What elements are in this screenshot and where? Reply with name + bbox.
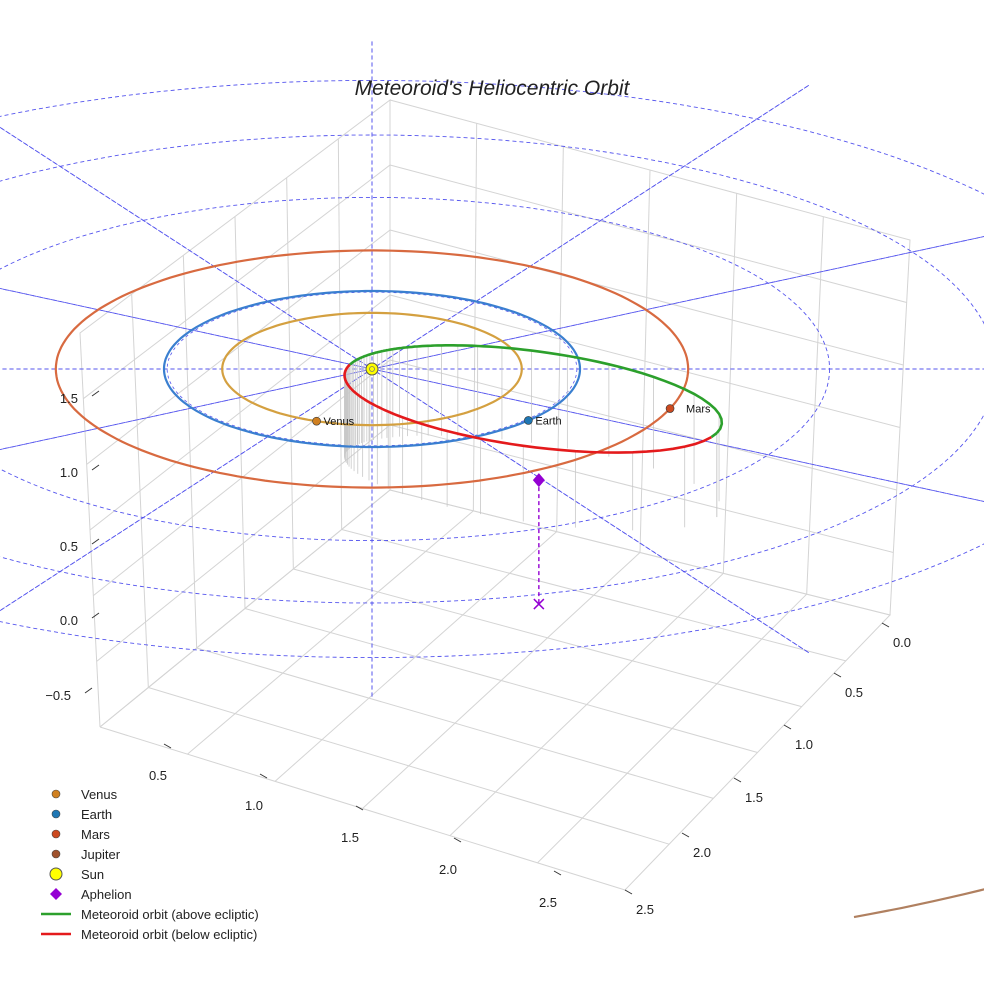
gridline (293, 568, 802, 708)
venus-marker (312, 416, 321, 426)
gridline (341, 529, 846, 662)
y-tick-label: 1.5 (341, 830, 359, 845)
mars-marker (665, 404, 675, 413)
meteoroid-orbit-below (343, 363, 712, 454)
legend-swatch (51, 829, 61, 839)
legend-item: Meteoroid orbit (above ecliptic) (41, 907, 259, 922)
legend-item: Aphelion (50, 887, 132, 902)
axes-grid (79, 98, 911, 891)
z-tick-mark (84, 687, 93, 694)
z-tick-mark (91, 464, 100, 471)
earth-marker (524, 416, 533, 425)
x-tick-mark (681, 832, 690, 838)
mars-label: Mars (686, 404, 711, 416)
y-tick-label: 0.5 (149, 768, 167, 783)
z-tick-mark (91, 612, 100, 619)
polar-spoke (0, 236, 984, 451)
venus-orbit (221, 311, 523, 427)
z-tick-label: 0.0 (60, 613, 78, 628)
chart-title: Meteoroid's Heliocentric Orbit (355, 77, 631, 100)
venus-label: Venus (324, 416, 355, 428)
polar-ring (0, 79, 984, 659)
legend-swatch (49, 867, 63, 881)
legend-swatch (51, 849, 61, 859)
y-tick-mark (163, 743, 172, 749)
polar-spoke (0, 287, 984, 502)
meteoroid-orbit-above (710, 432, 718, 439)
mars-orbit (54, 249, 690, 489)
z-tick-label: 1.0 (60, 465, 78, 480)
x-tick-label: 0.0 (893, 635, 911, 650)
x-tick-label: 0.5 (845, 685, 863, 700)
legend-swatch (50, 888, 62, 900)
x-tick-mark (783, 724, 792, 730)
y-tick-label: 2.5 (539, 895, 557, 910)
legend-item: Earth (51, 807, 112, 822)
gridline (537, 593, 808, 864)
aphelion-marker (532, 473, 545, 488)
jupiter-orbit (853, 888, 984, 919)
y-tick-label: 1.0 (245, 798, 263, 813)
gridline (83, 164, 391, 400)
legend-label: Meteoroid orbit (below ecliptic) (81, 927, 257, 942)
legend-label: Mars (81, 827, 110, 842)
legend-label: Meteoroid orbit (above ecliptic) (81, 907, 259, 922)
legend-label: Sun (81, 867, 104, 882)
x-tick-mark (881, 622, 890, 628)
x-tick-label: 2.5 (636, 902, 654, 917)
meteoroid-orbit (343, 344, 724, 454)
z-tick-label: 0.5 (60, 539, 78, 554)
x-tick-mark (624, 889, 633, 895)
legend-label: Jupiter (81, 847, 121, 862)
x-tick-label: 1.0 (795, 737, 813, 752)
z-tick-mark (91, 390, 100, 397)
gridline (389, 424, 894, 553)
x-tick-mark (833, 672, 842, 678)
legend-item: Sun (49, 867, 104, 882)
body-markers: Venus Earth Mars (312, 362, 711, 610)
legend-label: Aphelion (81, 887, 132, 902)
y-tick-mark (259, 773, 268, 779)
z-tick-mark (91, 538, 100, 545)
legend-label: Venus (81, 787, 118, 802)
gridline (449, 572, 724, 837)
gridline (244, 608, 758, 753)
gridline (389, 294, 901, 428)
x-tick-label: 1.5 (745, 790, 763, 805)
legend-swatch (51, 809, 61, 819)
y-tick-mark (553, 870, 562, 876)
sun-core (369, 366, 375, 372)
ecliptic-polar-grid (0, 41, 984, 697)
y-tick-mark (453, 837, 462, 843)
x-tick-mark (733, 777, 742, 783)
axis-ticks: −0.5 0.0 0.5 1.0 1.5 0.5 1.0 1.5 2.0 2.5 0.0 0.5 1.0… (45, 390, 911, 917)
y-tick-label: 2.0 (439, 862, 457, 877)
meteoroid-orbit-above (348, 344, 724, 434)
y-tick-mark (355, 805, 364, 811)
gridline (389, 359, 897, 491)
z-tick-label: 1.5 (60, 391, 78, 406)
gridline (722, 193, 738, 574)
sun-marker (365, 362, 379, 376)
legend-label: Earth (81, 807, 112, 822)
grid-pane-outline (79, 98, 391, 728)
legend-item: Mars (51, 827, 110, 842)
legend-item: Meteoroid orbit (below ecliptic) (41, 927, 257, 942)
legend-item: Jupiter (51, 847, 121, 862)
orbit-projection-stems (344, 345, 720, 531)
legend: Venus Earth Mars Jupiter Sun Aphelion Meteoroi… (41, 787, 259, 942)
grid-pane-outline (99, 489, 891, 891)
legend-item: Venus (51, 787, 118, 802)
z-tick-label: −0.5 (45, 688, 71, 703)
gridline (286, 177, 294, 570)
legend-swatch (51, 789, 61, 799)
x-tick-label: 2.0 (693, 845, 711, 860)
aphelion-ecliptic-projection (533, 598, 545, 610)
earth-label: Earth (535, 415, 561, 427)
